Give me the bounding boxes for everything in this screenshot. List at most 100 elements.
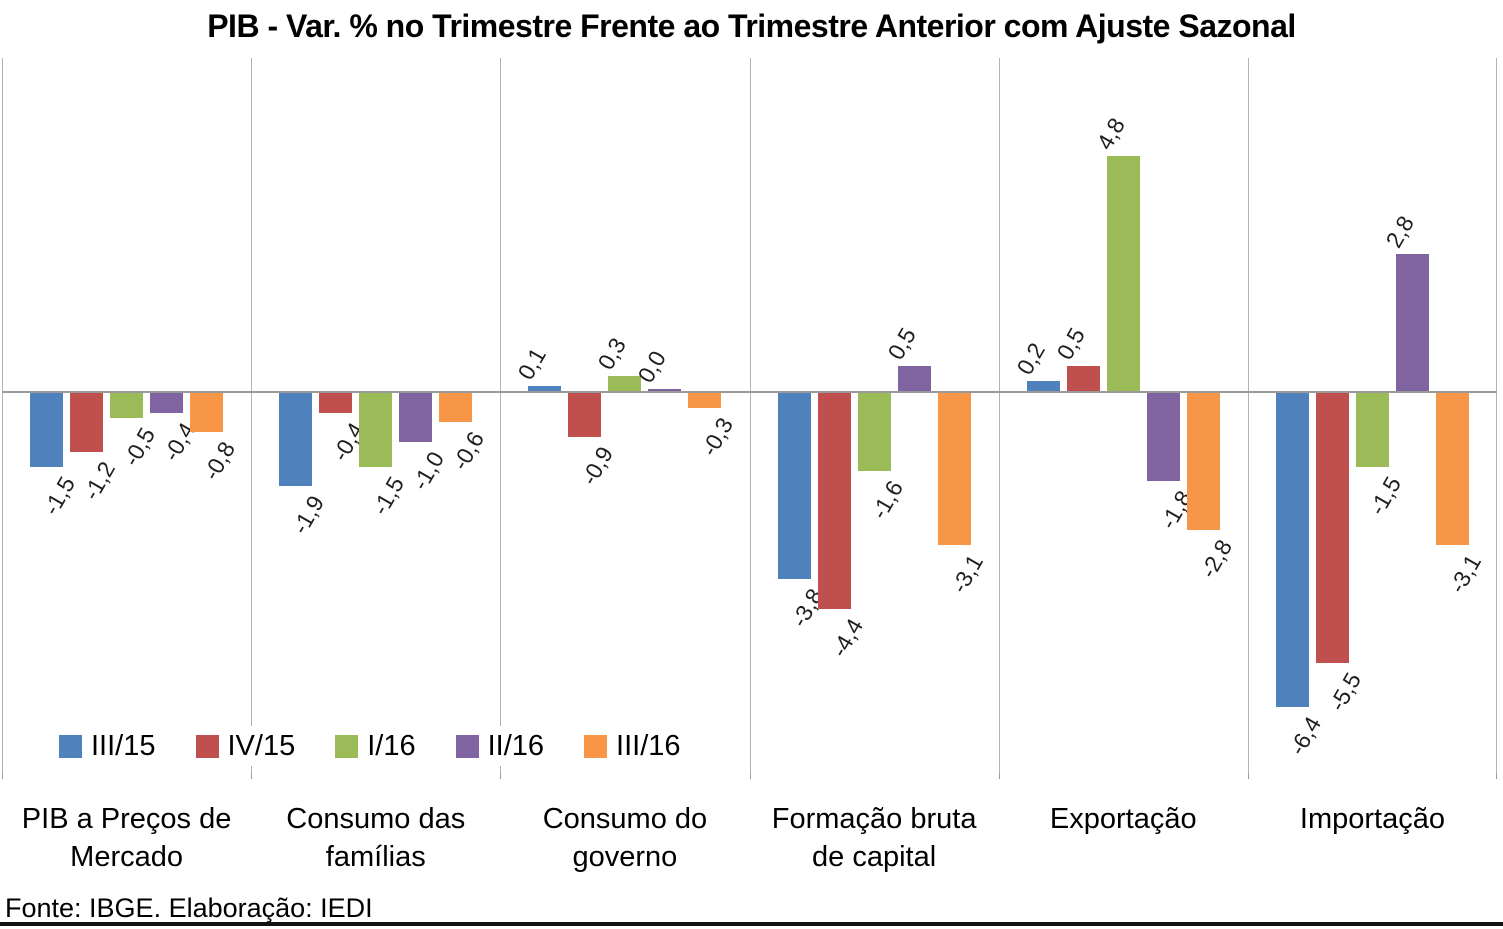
legend-label: III/15 <box>91 729 156 762</box>
legend-swatch-III/15 <box>59 734 82 758</box>
bar-II/16-cat1 <box>399 393 432 442</box>
bar-II/16-cat2 <box>648 389 681 391</box>
bar-value-label: -0,8 <box>198 437 241 485</box>
bar-IV/15-cat1 <box>319 393 352 413</box>
category-label-5: Importação <box>1248 800 1497 838</box>
bar-I/16-cat1 <box>359 393 392 467</box>
category-label-line: Importação <box>1299 803 1445 835</box>
bar-value-label: 0,3 <box>592 333 631 374</box>
bar-IV/15-cat5 <box>1316 393 1349 663</box>
category-grid-line <box>1248 58 1249 773</box>
legend-swatch-I/16 <box>335 734 359 758</box>
bar-value-label: -1,0 <box>407 447 450 495</box>
bar-I/16-cat4 <box>1107 156 1140 391</box>
plot-area: -1,5 -1,9 0,1 -3,8 0,2 -6,4 -1,2 -0,4 -0,9 -4,4 0,… <box>2 58 1497 773</box>
legend-item-III/15: III/15 <box>59 729 156 762</box>
legend-item-IV/15: IV/15 <box>195 731 295 761</box>
bar-III/16-cat1 <box>439 393 472 422</box>
category-grid-line <box>999 58 1000 773</box>
category-grid-line <box>750 58 751 773</box>
category-label-line: de capital <box>812 841 937 873</box>
category-axis-tick <box>500 773 501 779</box>
category-label-line: Consumo do <box>542 803 708 835</box>
bar-II/16-cat5 <box>1396 254 1429 391</box>
bar-value-label: 0,1 <box>512 343 551 384</box>
bar-IV/15-cat4 <box>1067 366 1100 391</box>
bar-II/16-cat4 <box>1147 393 1180 481</box>
bar-II/16-cat3 <box>898 366 931 391</box>
category-axis-tick <box>2 773 3 779</box>
legend-item-II/16: II/16 <box>455 729 545 762</box>
bar-III/16-cat0 <box>190 393 223 432</box>
bar-value-label: -0,6 <box>447 427 490 475</box>
bar-value-label: -2,8 <box>1195 535 1238 583</box>
bar-value-label: 0,5 <box>1051 323 1090 364</box>
bar-value-label: -3,1 <box>946 550 989 598</box>
category-label-2: Consumo do governo <box>500 800 749 876</box>
bar-value-label: -1,5 <box>1364 472 1407 520</box>
bar-I/16-cat2 <box>608 376 641 391</box>
bar-III/16-cat2 <box>688 393 721 408</box>
legend: III/15 IV/15 I/16 II/16 III/16 <box>49 726 691 766</box>
category-label-line: famílias <box>325 841 426 873</box>
category-label-line: Formação bruta <box>771 803 977 835</box>
bar-III/16-cat3 <box>938 393 971 545</box>
bar-III/15-cat1 <box>279 393 312 486</box>
bar-value-label: -1,9 <box>287 491 330 539</box>
bar-I/16-cat0 <box>110 393 143 418</box>
bar-IV/15-cat2 <box>568 393 601 437</box>
bar-value-label: -0,9 <box>576 442 619 490</box>
legend-label: III/16 <box>616 729 681 762</box>
source-note: Fonte: IBGE. Elaboração: IEDI <box>5 893 373 923</box>
bar-value-label: -4,4 <box>826 614 869 662</box>
legend-label: II/16 <box>487 729 545 762</box>
category-label-3: Formação bruta de capital <box>750 800 999 876</box>
legend-swatch-II/16 <box>455 734 479 758</box>
category-grid-line <box>2 58 3 773</box>
category-axis-tick <box>1496 773 1497 779</box>
bar-III/15-cat2 <box>528 386 561 391</box>
bar-value-label: -5,5 <box>1324 668 1367 716</box>
category-label-line: governo <box>572 841 678 873</box>
bar-value-label: -1,5 <box>367 472 410 520</box>
category-label-line: Mercado <box>70 841 183 873</box>
category-label-4: Exportação <box>999 800 1248 838</box>
category-label-0: PIB a Preços de Mercado <box>2 800 251 876</box>
bar-I/16-cat5 <box>1356 393 1389 467</box>
bar-value-label: -1,6 <box>866 476 909 524</box>
bar-IV/15-cat0 <box>70 393 103 452</box>
legend-swatch-IV/15 <box>195 734 219 758</box>
bar-value-label: -3,1 <box>1444 550 1487 598</box>
category-label-line: Exportação <box>1049 803 1197 835</box>
zero-axis-line <box>2 391 1497 393</box>
bar-value-label: -1,2 <box>78 457 121 505</box>
category-axis-tick <box>1248 773 1249 779</box>
bar-value-label: -0,3 <box>696 413 739 461</box>
category-label-line: PIB a Preços de <box>21 803 232 835</box>
legend-item-III/16: III/16 <box>584 729 681 762</box>
bar-II/16-cat0 <box>150 393 183 413</box>
category-axis-tick <box>251 773 252 779</box>
bar-value-label: -6,4 <box>1284 712 1327 760</box>
category-axis-tick <box>999 773 1000 779</box>
bar-value-label: 4,8 <box>1091 113 1130 154</box>
category-axis-tick <box>750 773 751 779</box>
bottom-border-line <box>0 922 1503 926</box>
bar-value-label: -0,5 <box>118 423 161 471</box>
category-label-1: Consumo das famílias <box>251 800 500 876</box>
legend-label: I/16 <box>367 729 416 762</box>
bar-value-label: 0,5 <box>882 323 921 364</box>
bar-value-label: 0,2 <box>1011 338 1050 379</box>
chart-title: PIB - Var. % no Trimestre Frente ao Trim… <box>207 8 1296 44</box>
category-label-line: Consumo das <box>286 803 466 835</box>
legend-swatch-III/16 <box>584 734 608 758</box>
bar-III/16-cat4 <box>1187 393 1220 530</box>
bar-III/15-cat4 <box>1027 381 1060 391</box>
bar-III/15-cat5 <box>1276 393 1309 707</box>
bar-value-label: -1,5 <box>38 472 81 520</box>
bar-I/16-cat3 <box>858 393 891 471</box>
category-axis: PIB a Preços de Mercado Consumo das família… <box>2 800 1497 876</box>
bar-value-label: 2,8 <box>1380 211 1419 252</box>
bar-III/15-cat0 <box>30 393 63 467</box>
